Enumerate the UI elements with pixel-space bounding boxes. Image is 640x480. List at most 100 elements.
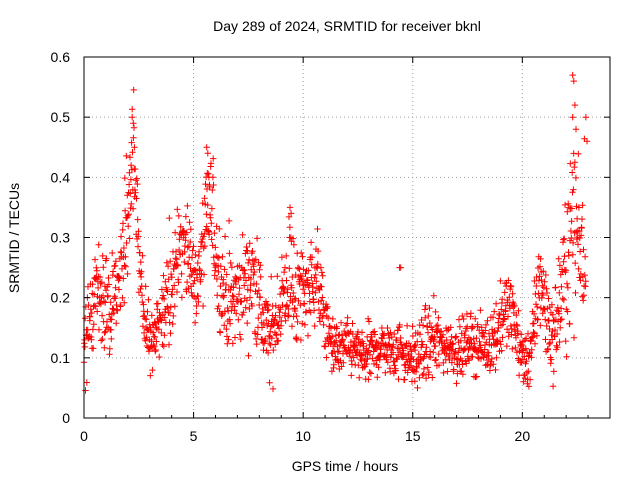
data-point bbox=[162, 278, 169, 285]
data-point bbox=[270, 346, 277, 354]
data-point bbox=[273, 331, 280, 339]
data-point bbox=[542, 316, 549, 323]
data-point bbox=[282, 310, 289, 317]
data-point bbox=[274, 273, 281, 280]
data-point bbox=[421, 306, 429, 313]
data-point bbox=[403, 322, 411, 329]
axis-ticks: 0 5 10 15 20 0 0.1 0.2 0.3 0.4 0.5 0.6 bbox=[51, 49, 611, 444]
data-point bbox=[363, 360, 370, 368]
data-point bbox=[132, 165, 139, 173]
data-point bbox=[280, 268, 288, 276]
data-point bbox=[356, 374, 363, 381]
data-point bbox=[537, 322, 544, 329]
data-point bbox=[413, 364, 421, 372]
data-point bbox=[419, 341, 426, 348]
data-point bbox=[374, 374, 381, 381]
data-point bbox=[208, 220, 215, 227]
data-point bbox=[389, 349, 397, 356]
data-point bbox=[191, 266, 198, 274]
data-point bbox=[286, 204, 294, 211]
data-point bbox=[121, 262, 128, 269]
data-point bbox=[498, 347, 505, 354]
data-point bbox=[97, 300, 105, 308]
data-point bbox=[519, 347, 526, 354]
data-point bbox=[369, 355, 376, 362]
data-point bbox=[125, 211, 132, 218]
data-point bbox=[239, 311, 246, 319]
y-tick-label: 0 bbox=[62, 410, 70, 426]
data-point bbox=[93, 264, 100, 271]
data-point bbox=[505, 277, 512, 284]
data-point bbox=[160, 292, 167, 299]
data-point bbox=[174, 262, 182, 269]
data-point bbox=[339, 336, 346, 343]
data-point bbox=[286, 265, 293, 272]
data-point bbox=[109, 305, 116, 312]
data-point bbox=[125, 181, 133, 188]
data-point bbox=[291, 307, 299, 315]
data-point bbox=[568, 234, 575, 242]
data-point bbox=[482, 321, 490, 329]
data-point bbox=[532, 301, 540, 308]
data-point bbox=[119, 220, 127, 227]
data-point bbox=[335, 348, 343, 355]
data-point bbox=[112, 258, 120, 265]
data-point bbox=[85, 301, 92, 309]
data-point bbox=[565, 252, 572, 259]
data-point bbox=[248, 266, 255, 273]
data-point bbox=[558, 283, 565, 290]
data-point bbox=[366, 351, 374, 358]
data-point bbox=[530, 320, 537, 327]
data-point bbox=[567, 160, 574, 167]
data-point bbox=[571, 101, 579, 109]
data-point bbox=[395, 375, 402, 383]
data-point bbox=[113, 306, 120, 313]
data-point bbox=[134, 243, 142, 250]
data-point bbox=[117, 233, 125, 240]
data-point bbox=[472, 373, 479, 381]
data-point bbox=[223, 333, 231, 340]
data-point bbox=[128, 200, 135, 208]
data-point bbox=[549, 383, 557, 390]
data-point bbox=[124, 270, 131, 278]
data-point bbox=[519, 356, 526, 363]
data-point bbox=[186, 219, 193, 226]
data-point bbox=[553, 330, 561, 338]
data-point bbox=[152, 324, 160, 331]
data-point bbox=[525, 383, 533, 390]
data-point bbox=[134, 216, 141, 223]
data-point bbox=[188, 289, 195, 296]
data-point bbox=[570, 334, 578, 341]
data-point bbox=[300, 266, 307, 273]
data-point bbox=[164, 263, 172, 270]
data-point bbox=[523, 357, 530, 365]
data-point bbox=[349, 320, 356, 327]
data-point bbox=[140, 329, 148, 337]
data-point bbox=[546, 339, 554, 347]
data-point bbox=[565, 200, 572, 207]
data-point bbox=[575, 150, 582, 158]
data-point bbox=[327, 334, 334, 342]
data-point bbox=[298, 249, 305, 257]
data-point bbox=[123, 152, 130, 160]
x-tick-label: 20 bbox=[515, 428, 531, 444]
data-point bbox=[375, 364, 382, 371]
data-point bbox=[277, 330, 284, 338]
data-point bbox=[338, 363, 345, 370]
data-point bbox=[404, 369, 411, 376]
data-point bbox=[580, 292, 587, 299]
data-point bbox=[134, 180, 141, 188]
data-point bbox=[306, 290, 313, 297]
data-point bbox=[530, 310, 538, 318]
data-point bbox=[246, 294, 254, 301]
data-point bbox=[537, 255, 544, 263]
data-point bbox=[82, 315, 89, 322]
data-point bbox=[98, 337, 105, 344]
data-point bbox=[555, 310, 563, 317]
data-point bbox=[514, 327, 522, 335]
data-point bbox=[435, 361, 443, 369]
data-point bbox=[578, 224, 585, 232]
data-point bbox=[485, 349, 492, 356]
data-point bbox=[556, 289, 563, 297]
data-point bbox=[279, 283, 287, 290]
